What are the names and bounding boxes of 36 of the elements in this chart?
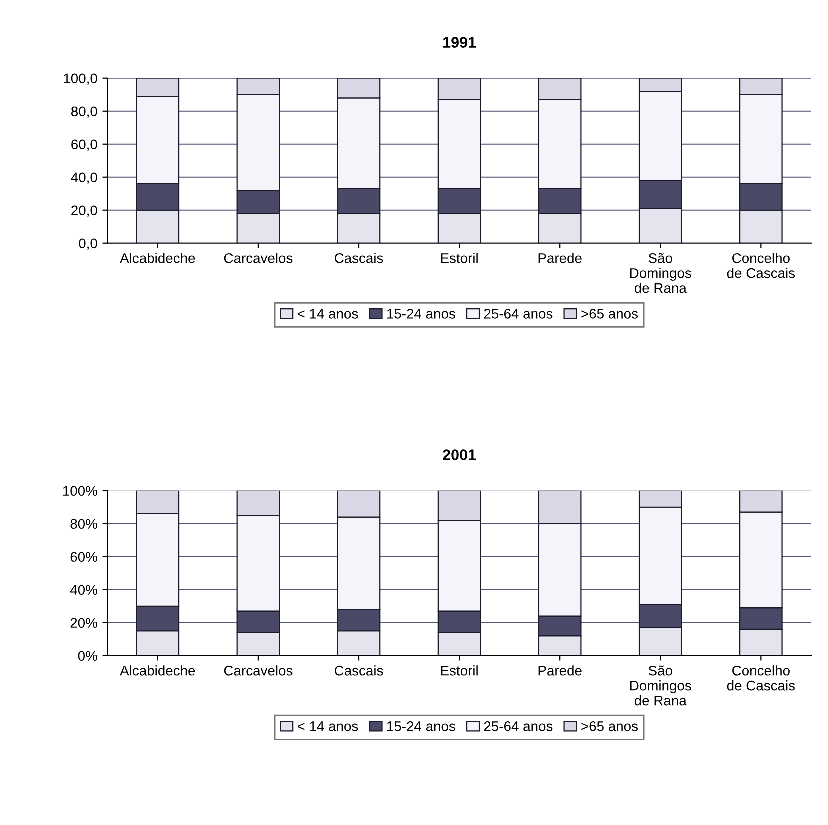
y-tick-label: 60,0: [72, 140, 98, 152]
x-tick-label: São Domingos de Rana: [630, 253, 692, 294]
x-tick-label: Parede: [538, 666, 582, 676]
x-tick-label: Parede: [538, 253, 582, 264]
y-tick-label: 0,0: [79, 238, 98, 250]
x-tick-label: Cascais: [335, 253, 384, 264]
y-tick-label: 100,0: [64, 74, 98, 86]
y-tick-label: 80%: [70, 519, 98, 530]
legend-label: >65 anos: [582, 722, 638, 732]
legend-label: >65 anos: [582, 309, 638, 319]
x-tick-label: Concelho de Cascais: [727, 666, 796, 691]
legend-label: 15-24 anos: [387, 722, 456, 732]
x-tick-label: Alcabideche: [120, 666, 196, 676]
chart-title: 2001: [443, 450, 476, 460]
x-tick-label: São Domingos de Rana: [630, 666, 692, 706]
x-tick-label: Carcavelos: [224, 666, 293, 676]
y-tick-label: 100%: [63, 486, 98, 496]
y-tick-label: 60%: [70, 552, 98, 562]
y-tick-label: 0%: [78, 651, 98, 662]
y-tick-label: 40%: [70, 585, 98, 596]
x-tick-label: Cascais: [335, 666, 384, 676]
chart-title: 1991: [444, 37, 476, 48]
x-tick-label: Alcabideche: [120, 253, 196, 264]
legend-label: 15-24 anos: [387, 309, 456, 319]
x-tick-label: Estoril: [441, 666, 478, 676]
legend-label: < 14 anos: [298, 722, 358, 732]
x-tick-label: Carcavelos: [224, 253, 293, 264]
legend-label: 25-64 anos: [484, 309, 553, 319]
legend-label: 25-64 anos: [484, 722, 553, 732]
y-tick-label: 40,0: [71, 172, 98, 184]
y-tick-label: 20,0: [72, 206, 98, 218]
x-tick-label: Estoril: [441, 253, 478, 264]
y-tick-label: 80,0: [71, 106, 98, 118]
y-tick-label: 20%: [70, 618, 98, 628]
x-tick-label: Concelho de Cascais: [727, 253, 796, 278]
legend-label: < 14 anos: [298, 309, 358, 319]
